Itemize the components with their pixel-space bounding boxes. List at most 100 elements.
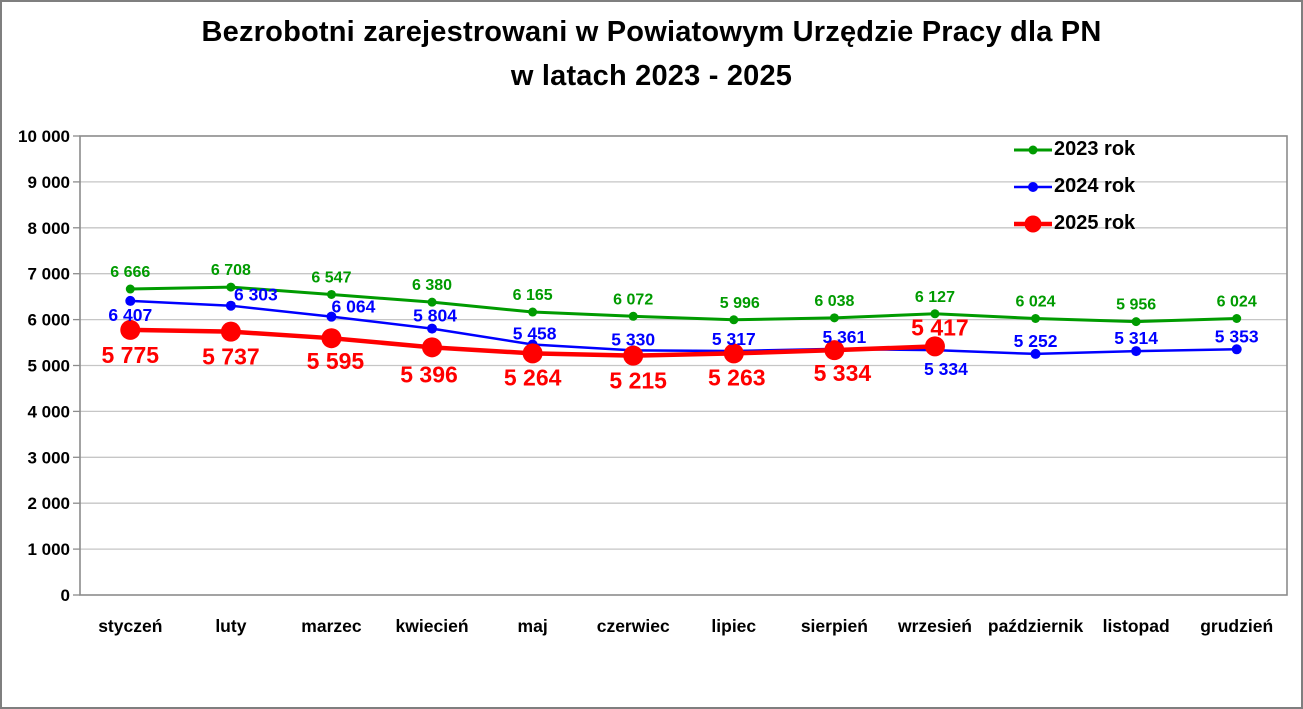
data-point-marker xyxy=(226,282,236,292)
data-point-marker xyxy=(1231,344,1242,355)
data-point-label: 5 396 xyxy=(400,361,458,387)
data-point-label: 6 380 xyxy=(412,277,452,294)
series-line-2024-rok xyxy=(130,299,1237,356)
x-axis-label: lipiec xyxy=(711,616,756,636)
data-point-label: 5 737 xyxy=(202,344,260,370)
data-point-label: 5 252 xyxy=(1014,331,1058,351)
data-point-marker xyxy=(125,284,135,294)
data-point-marker xyxy=(225,300,236,311)
data-point-label: 6 064 xyxy=(332,297,376,317)
data-point-marker xyxy=(427,297,437,307)
data-point-marker xyxy=(427,323,438,334)
y-tick-label: 1 000 xyxy=(27,540,70,559)
y-tick-label: 3 000 xyxy=(27,448,70,467)
data-point-marker xyxy=(422,337,443,358)
data-point-label: 5 334 xyxy=(924,359,968,379)
data-point-marker xyxy=(930,309,940,319)
data-point-marker xyxy=(1030,348,1041,359)
y-tick-label: 2 000 xyxy=(27,494,70,513)
data-point-marker xyxy=(623,345,644,366)
y-tick-label: 6 000 xyxy=(27,311,70,330)
data-point-label: 5 353 xyxy=(1215,326,1259,346)
legend-item-2024: 2024 rok xyxy=(1014,168,1135,205)
data-point-label: 5 314 xyxy=(1114,328,1158,348)
x-axis-label: grudzień xyxy=(1200,616,1273,636)
data-point-label: 6 038 xyxy=(814,293,854,310)
data-point-label: 5 330 xyxy=(611,329,655,349)
y-tick-label: 4 000 xyxy=(27,402,70,421)
x-axis-label: wrzesień xyxy=(897,616,972,636)
y-tick-label: 0 xyxy=(61,586,70,605)
data-point-marker xyxy=(628,311,638,321)
data-point-label: 5 264 xyxy=(504,364,562,390)
data-point-label: 5 956 xyxy=(1116,297,1156,314)
legend-item-2023: 2023 rok xyxy=(1014,131,1135,168)
x-axis-label: kwiecień xyxy=(396,616,469,636)
x-axis-label: sierpień xyxy=(801,616,868,636)
x-axis-label: luty xyxy=(215,616,246,636)
data-point-label: 6 303 xyxy=(234,285,278,305)
x-axis-label: maj xyxy=(518,616,548,636)
chart-title-line1: Bezrobotni zarejestrowani w Powiatowym U… xyxy=(201,16,1102,48)
data-point-marker xyxy=(1131,346,1142,357)
data-point-marker xyxy=(824,340,845,361)
data-point-marker xyxy=(1131,317,1141,327)
x-axis-label: styczeń xyxy=(98,616,162,636)
data-point-label: 5 417 xyxy=(911,314,969,340)
data-point-marker xyxy=(729,315,739,325)
data-point-label: 6 547 xyxy=(311,269,351,286)
chart-title-line2: w latach 2023 - 2025 xyxy=(510,60,793,92)
data-point-marker xyxy=(220,321,241,342)
y-tick-label: 8 000 xyxy=(27,219,70,238)
data-point-marker xyxy=(120,319,141,340)
data-point-label: 5 775 xyxy=(102,342,160,368)
data-point-label: 6 072 xyxy=(613,291,653,308)
data-point-marker xyxy=(924,336,945,357)
data-point-marker xyxy=(1031,313,1041,323)
x-axis-label: marzec xyxy=(301,616,362,636)
legend-marker-2024-icon xyxy=(1014,176,1052,198)
data-point-label: 6 127 xyxy=(915,289,955,306)
legend: 2023 rok 2024 rok 2025 rok xyxy=(1014,131,1135,242)
y-tick-label: 5 000 xyxy=(27,357,70,376)
data-point-label: 5 804 xyxy=(413,306,457,326)
legend-label-2024: 2024 rok xyxy=(1054,175,1136,197)
data-point-marker xyxy=(528,307,538,317)
y-tick-label: 9 000 xyxy=(27,173,70,192)
data-point-label: 6 024 xyxy=(1217,293,1257,310)
data-point-label: 5 361 xyxy=(822,327,866,347)
data-point-marker xyxy=(723,343,744,364)
data-point-marker xyxy=(522,343,543,364)
legend-item-2025: 2025 rok xyxy=(1014,205,1135,242)
data-point-marker xyxy=(326,311,337,322)
data-point-label: 5 595 xyxy=(307,348,365,374)
data-point-label: 5 334 xyxy=(814,360,872,386)
data-point-label: 6 708 xyxy=(211,262,251,279)
y-tick-label: 10 000 xyxy=(18,127,70,146)
legend-label-2023: 2023 rok xyxy=(1054,138,1136,160)
series-line-2023-rok xyxy=(130,285,1237,324)
legend-marker-2023-icon xyxy=(1014,139,1052,161)
data-point-label: 6 165 xyxy=(513,287,553,304)
data-point-label: 5 317 xyxy=(712,329,756,349)
legend-label-2025: 2025 rok xyxy=(1054,212,1136,234)
data-point-label: 5 215 xyxy=(609,368,667,394)
data-point-marker xyxy=(326,289,336,299)
data-point-label: 5 996 xyxy=(720,295,760,312)
plot-border xyxy=(79,135,1288,596)
y-tick-label: 7 000 xyxy=(27,265,70,284)
chart-title: Bezrobotni zarejestrowani w Powiatowym U… xyxy=(2,10,1301,98)
data-point-label: 6 024 xyxy=(1016,293,1056,310)
x-axis-label: październik xyxy=(988,616,1084,636)
x-axis-label: czerwiec xyxy=(597,616,670,636)
data-point-marker xyxy=(1232,313,1242,323)
data-point-marker xyxy=(321,328,342,349)
data-point-marker xyxy=(829,313,839,323)
data-point-label: 6 666 xyxy=(110,264,150,281)
data-point-label: 6 407 xyxy=(108,305,152,325)
legend-marker-2025-icon xyxy=(1014,213,1052,235)
data-point-label: 5 458 xyxy=(513,323,557,343)
data-point-marker xyxy=(125,295,136,306)
